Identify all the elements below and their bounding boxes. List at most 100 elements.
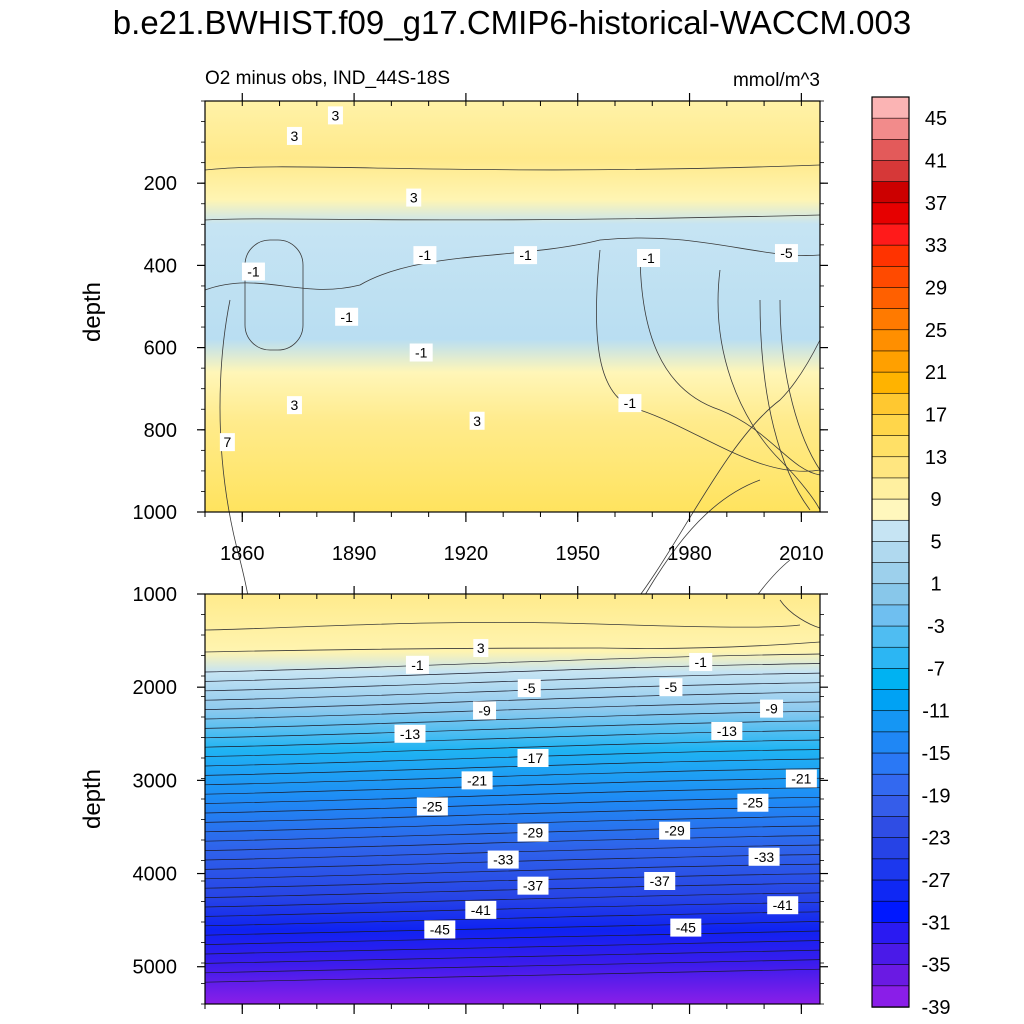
contour-line — [204, 806, 821, 823]
units-label: mmol/m^3 — [733, 70, 820, 91]
colorbar-label: 21 — [925, 362, 947, 384]
colorbar-swatch — [871, 964, 910, 987]
contour-line — [204, 663, 821, 682]
colorbar-swatch — [871, 625, 910, 648]
contour-line — [204, 653, 821, 673]
x-tick-label: 2010 — [779, 543, 824, 565]
contour-label-bg — [774, 244, 798, 263]
y-tick-label: 400 — [144, 255, 177, 277]
contour-line — [204, 901, 821, 917]
colorbar-swatch — [871, 308, 910, 331]
colorbar-label: 33 — [925, 235, 947, 257]
lower-contour-labels: 3 -1 -1 -5 -5 -9 -9 -13 -13 -17 -21 -21 -25 -25 -29 -29… — [394, 639, 817, 939]
colorbar-swatch — [871, 414, 910, 437]
lower-panel: 1000 2000 3000 4000 5000 3 -1 -1 -5 -5 -9 -9 -13 -13… — [79, 584, 828, 1014]
colorbar-swatch — [871, 244, 910, 267]
contour-label-bg — [618, 394, 642, 413]
contour-line — [204, 825, 821, 842]
upper-y-axis-label: depth — [79, 282, 106, 342]
y-tick-label: 5000 — [133, 957, 178, 979]
upper-subtitle-left: O2 minus obs, IND_44S-18S — [205, 68, 450, 89]
contour-label: -9 — [478, 702, 491, 718]
contour-line — [204, 835, 821, 851]
contour-label-bg — [637, 249, 661, 268]
colorbar-label: 5 — [930, 531, 941, 553]
colorbar-swatch — [871, 604, 910, 627]
contour-label: -45 — [676, 920, 696, 936]
y-tick-label: 200 — [144, 173, 177, 195]
colorbar-swatch — [871, 371, 910, 394]
contour-label-bg — [767, 896, 799, 915]
contour-line — [204, 796, 821, 814]
contour-label: -45 — [430, 921, 450, 937]
contour-label-bg — [517, 679, 541, 698]
contour-label: -25 — [422, 798, 442, 814]
lower-y-axis-label: depth — [79, 769, 106, 829]
contour-line — [204, 892, 821, 908]
contour-label: -21 — [791, 771, 811, 787]
contour-label: -1 — [340, 309, 353, 325]
colorbar-swatch — [871, 498, 910, 521]
colorbar-swatch — [871, 816, 910, 839]
contour-label-bg — [487, 850, 519, 869]
contour-label-bg — [416, 797, 448, 816]
contour-line — [204, 710, 821, 729]
upper-panel: O2 minus obs, IND_44S-18S mmol/m^3 1860 1… — [79, 68, 828, 876]
colorbar-swatch — [871, 329, 910, 352]
contour-line — [204, 701, 821, 720]
colorbar-label: -39 — [922, 997, 951, 1019]
contour-label: -5 — [780, 245, 793, 261]
colorbar-swatch — [871, 837, 910, 860]
colorbar-swatch — [871, 689, 910, 712]
contour-line — [204, 749, 821, 767]
contour-label: 3 — [332, 107, 340, 123]
colorbar-swatch — [871, 562, 910, 585]
colorbar-label: 29 — [925, 278, 947, 300]
y-tick-label: 800 — [144, 420, 177, 442]
colorbar-swatch — [871, 985, 910, 1008]
contour-label-bg — [469, 411, 485, 430]
colorbar-label: 45 — [925, 108, 947, 130]
contour-label-bg — [327, 106, 343, 125]
contour-label-bg — [760, 699, 784, 718]
lower-y-ticks: 1000 2000 3000 4000 5000 — [133, 584, 828, 1005]
contour-line — [204, 863, 821, 880]
contour-label: -13 — [400, 726, 420, 742]
contour-label: 3 — [291, 397, 299, 413]
contour-label: -41 — [773, 897, 793, 913]
lower-upper-contours — [204, 599, 821, 653]
y-tick-label: 1000 — [133, 502, 178, 524]
contour-label: -21 — [467, 772, 487, 788]
contour-label-bg — [465, 900, 497, 919]
contour-label-bg — [241, 262, 265, 281]
colorbar-labels: 45 41 37 33 29 25 21 17 13 9 5 1 -3 -7 -11 -15 -19 -23 -27… — [922, 108, 951, 1019]
contour-line — [204, 758, 821, 776]
x-tick-label: 1920 — [444, 543, 489, 565]
contour-label: -1 — [415, 345, 428, 361]
y-tick-label: 2000 — [133, 677, 178, 699]
colorbar-swatch — [871, 160, 910, 183]
contour-label-bg — [644, 872, 676, 890]
contour-label: -13 — [717, 723, 737, 739]
y-tick-label: 1000 — [133, 584, 178, 606]
contour-label-bg — [517, 823, 549, 842]
colorbar-swatch — [871, 435, 910, 458]
colorbar-label: 25 — [925, 320, 947, 342]
colorbar-label: -3 — [927, 616, 945, 638]
colorbar-swatch — [871, 922, 910, 945]
contour-label-bg — [785, 769, 817, 788]
colorbar-swatch — [871, 350, 910, 373]
contour-label: -1 — [411, 657, 424, 673]
colorbar-swatch — [871, 477, 910, 500]
contour-label: -29 — [665, 823, 685, 839]
contour-label: -1 — [519, 247, 532, 263]
contour-label: 3 — [410, 190, 418, 206]
colorbar-swatch — [871, 202, 910, 225]
colorbar-label: -27 — [922, 870, 951, 892]
colorbar-label: 41 — [925, 151, 947, 173]
contour-label-bg — [405, 655, 429, 674]
contour-label: -1 — [247, 264, 260, 280]
contour-label-bg — [286, 396, 302, 415]
contour-label: 7 — [223, 434, 231, 450]
